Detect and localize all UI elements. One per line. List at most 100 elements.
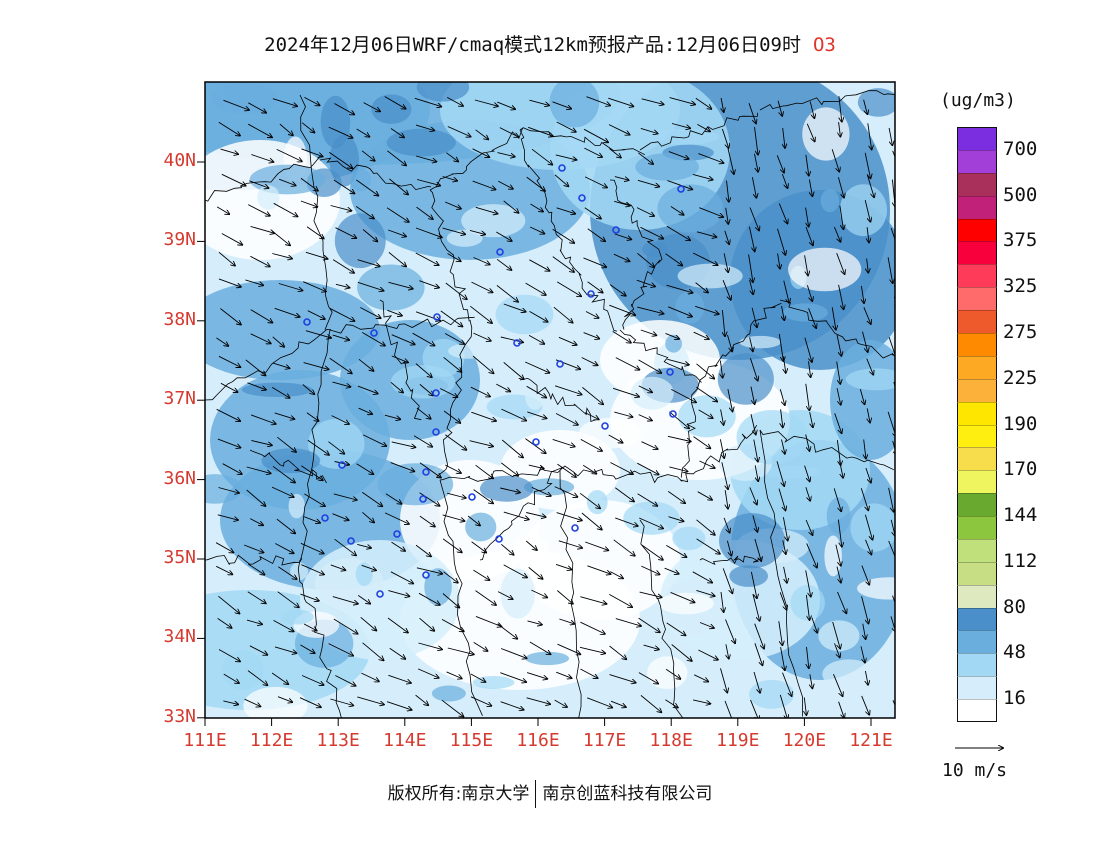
wind-arrow bbox=[330, 205, 352, 211]
field-patch bbox=[431, 685, 466, 702]
wind-arrow bbox=[721, 591, 724, 612]
wind-arrow bbox=[440, 310, 463, 327]
wind-arrow bbox=[615, 357, 640, 370]
wind-arrow bbox=[303, 281, 326, 292]
wind-arrow bbox=[557, 590, 573, 604]
wind-arrow bbox=[609, 594, 632, 607]
wind-arrow bbox=[583, 128, 608, 142]
wind-arrow bbox=[586, 96, 611, 106]
wind-arrow bbox=[637, 179, 659, 186]
wind-arrow bbox=[278, 178, 296, 185]
wind-arrow bbox=[217, 514, 238, 520]
wind-arrow bbox=[839, 205, 844, 230]
field-patch bbox=[334, 213, 386, 269]
wind-arrow bbox=[439, 388, 457, 398]
wind-arrow bbox=[272, 98, 297, 107]
wind-arrow bbox=[778, 253, 780, 269]
field-patch bbox=[717, 353, 774, 405]
wind-arrow bbox=[836, 334, 841, 356]
wind-arrow bbox=[861, 596, 869, 623]
wind-arrow bbox=[334, 461, 350, 465]
wind-arrow bbox=[582, 464, 596, 473]
wind-arrow bbox=[528, 464, 544, 469]
wind-arrow bbox=[415, 252, 439, 265]
wind-arrow bbox=[335, 283, 350, 287]
wind-arrow bbox=[637, 252, 654, 267]
field-patch bbox=[500, 568, 536, 619]
legend-label: 700 bbox=[1003, 137, 1038, 160]
wind-arrow bbox=[781, 439, 785, 454]
wind-arrow bbox=[527, 411, 546, 418]
wind-arrow bbox=[391, 355, 408, 362]
legend-label: 275 bbox=[1003, 320, 1038, 343]
wind-arrow bbox=[610, 700, 626, 707]
wind-arrow bbox=[272, 362, 290, 368]
wind-arrow bbox=[249, 518, 263, 526]
wind-arrow bbox=[754, 153, 759, 172]
wind-arrow bbox=[834, 643, 840, 657]
wind-arrow bbox=[329, 357, 352, 373]
wind-arrow bbox=[806, 123, 814, 142]
wind-arrow bbox=[301, 564, 324, 575]
wind-arrow bbox=[778, 333, 783, 361]
wind-arrow bbox=[859, 388, 864, 404]
wind-arrow bbox=[531, 589, 547, 597]
wind-arrow bbox=[500, 648, 527, 659]
wind-arrow bbox=[222, 463, 242, 474]
field-patch bbox=[657, 184, 724, 233]
wind-arrow bbox=[669, 411, 689, 429]
wind-arrow bbox=[304, 493, 325, 506]
wind-arrow bbox=[555, 154, 577, 160]
wind-arrow bbox=[357, 259, 380, 267]
wind-arrow bbox=[500, 701, 524, 710]
wind-arrow bbox=[475, 464, 494, 478]
wind-arrow bbox=[503, 511, 529, 519]
wind-arrow bbox=[473, 642, 488, 651]
wind-arrow bbox=[447, 253, 461, 262]
wind-arrow bbox=[863, 307, 871, 324]
wind-arrow bbox=[497, 152, 515, 157]
wind-arrow bbox=[306, 412, 319, 421]
wind-arrow bbox=[837, 591, 847, 613]
wind-arrow bbox=[416, 407, 431, 419]
wind-arrow bbox=[525, 361, 549, 373]
wind-arrow bbox=[781, 173, 787, 188]
station-markers bbox=[303, 164, 685, 598]
wind-arrow bbox=[529, 641, 551, 654]
wind-arrow bbox=[335, 227, 357, 238]
wind-arrow bbox=[554, 486, 578, 497]
wind-arrow bbox=[474, 99, 498, 106]
boundary-line bbox=[699, 555, 763, 566]
wind-arrow bbox=[441, 699, 464, 716]
wind-arrow bbox=[783, 566, 787, 583]
wind-arrow bbox=[501, 439, 523, 458]
wind-arrow bbox=[304, 97, 319, 105]
field-patch bbox=[261, 448, 321, 474]
field-patch bbox=[510, 534, 549, 560]
legend-unit: (ug/m3) bbox=[940, 90, 1016, 111]
wind-arrow bbox=[223, 673, 239, 683]
wind-arrow bbox=[584, 412, 599, 420]
wind-arrow bbox=[638, 617, 660, 632]
wind-arrow bbox=[446, 492, 466, 498]
wind-arrow bbox=[888, 127, 892, 145]
longitude-label: 117E bbox=[582, 730, 627, 751]
legend-label: 48 bbox=[1003, 641, 1026, 664]
legend-swatch bbox=[957, 424, 997, 448]
wind-arrow bbox=[387, 150, 406, 166]
wind-arrow bbox=[361, 332, 385, 345]
latitude-label: 40N bbox=[163, 150, 196, 171]
wind-arrow bbox=[861, 565, 869, 585]
wind-arrow bbox=[808, 308, 817, 328]
wind-arrow bbox=[221, 233, 243, 245]
wind-arrow bbox=[360, 616, 377, 630]
wind-arrow bbox=[805, 207, 809, 227]
wind-arrow bbox=[696, 386, 717, 401]
latitude-label: 34N bbox=[163, 626, 196, 648]
wind-arrow bbox=[638, 385, 652, 392]
field-patch bbox=[630, 376, 674, 410]
wind-arrow bbox=[838, 284, 844, 309]
legend-swatch bbox=[957, 241, 997, 265]
longitude-label: 114E bbox=[383, 730, 427, 751]
wind-arrow bbox=[391, 334, 415, 345]
